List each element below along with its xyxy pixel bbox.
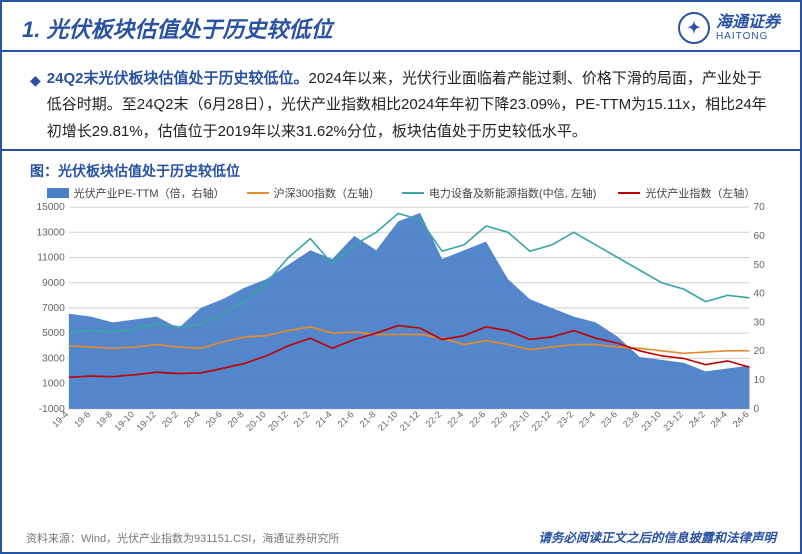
diamond-bullet-icon: ◆ (30, 68, 41, 145)
svg-text:22-12: 22-12 (530, 409, 554, 433)
source-note: 资料来源：Wind，光伏产业指数为931151.CSI，海通证券研究所 (26, 530, 339, 546)
svg-text:9000: 9000 (42, 278, 65, 289)
svg-text:15000: 15000 (36, 203, 65, 213)
svg-text:20-8: 20-8 (226, 409, 246, 429)
svg-text:20-6: 20-6 (204, 409, 224, 429)
svg-text:23-10: 23-10 (639, 409, 663, 433)
svg-text:50: 50 (754, 260, 766, 271)
body-paragraph: ◆ 24Q2末光伏板块估值处于历史较低位。2024年以来，光伏行业面临着产能过剩… (2, 52, 800, 151)
svg-text:22-6: 22-6 (467, 409, 487, 429)
slide-frame: 1. 光伏板块估值处于历史较低位 ✦ 海通证券 HAITONG ◆ 24Q2末光… (0, 0, 802, 554)
svg-text:30: 30 (754, 317, 766, 328)
haitong-logo-icon: ✦ (678, 12, 710, 44)
paragraph-text: 24Q2末光伏板块估值处于历史较低位。2024年以来，光伏行业面临着产能过剩、价… (47, 66, 772, 145)
legend-label: 沪深300指数（左轴） (274, 185, 380, 201)
svg-text:0: 0 (754, 404, 760, 415)
svg-text:24-2: 24-2 (687, 409, 707, 429)
svg-text:21-12: 21-12 (398, 409, 422, 433)
svg-text:22-8: 22-8 (489, 409, 509, 429)
svg-text:21-2: 21-2 (292, 409, 312, 429)
paragraph-lead: 24Q2末光伏板块估值处于历史较低位。 (47, 70, 309, 87)
brand-logo: ✦ 海通证券 HAITONG (678, 12, 780, 44)
chart-caption: 图：光伏板块估值处于历史较低位 (2, 151, 800, 185)
svg-text:5000: 5000 (42, 328, 65, 339)
svg-text:19-12: 19-12 (134, 409, 158, 433)
svg-text:3000: 3000 (42, 353, 65, 364)
svg-text:24-4: 24-4 (709, 409, 729, 429)
svg-text:22-10: 22-10 (508, 409, 532, 433)
svg-text:21-4: 21-4 (314, 409, 334, 429)
svg-text:21-6: 21-6 (336, 409, 356, 429)
legend-item: 光伏产业PE-TTM（倍，右轴） (47, 185, 225, 201)
svg-text:20-10: 20-10 (244, 409, 268, 433)
legend-label: 光伏产业PE-TTM（倍，右轴） (74, 185, 225, 201)
svg-text:20-2: 20-2 (160, 409, 180, 429)
svg-text:19-10: 19-10 (112, 409, 136, 433)
brand-text: 海通证券 HAITONG (716, 14, 780, 43)
svg-text:7000: 7000 (42, 303, 65, 314)
legend-swatch (247, 192, 269, 194)
legend-item: 沪深300指数（左轴） (247, 185, 380, 201)
legend-item: 光伏产业指数（左轴） (618, 185, 755, 201)
chart-legend: 光伏产业PE-TTM（倍，右轴） 沪深300指数（左轴） 电力设备及新能源指数(中信… (24, 185, 778, 201)
svg-text:21-10: 21-10 (376, 409, 400, 433)
brand-en: HAITONG (716, 31, 780, 42)
brand-cn: 海通证券 (716, 14, 780, 32)
svg-text:10: 10 (754, 375, 766, 386)
svg-text:22-4: 22-4 (445, 409, 465, 429)
svg-text:11000: 11000 (37, 252, 65, 263)
svg-text:20-4: 20-4 (182, 409, 202, 429)
svg-text:19-6: 19-6 (72, 409, 92, 429)
svg-text:13000: 13000 (36, 227, 65, 238)
svg-text:21-8: 21-8 (358, 409, 378, 429)
svg-text:23-6: 23-6 (599, 409, 619, 429)
svg-text:23-8: 23-8 (621, 409, 641, 429)
svg-text:23-2: 23-2 (555, 409, 575, 429)
disclaimer-text: 请务必阅读正文之后的信息披露和法律声明 (538, 527, 776, 546)
legend-label: 光伏产业指数（左轴） (645, 185, 755, 201)
page-title: 1. 光伏板块估值处于历史较低位 (22, 12, 678, 44)
svg-text:1000: 1000 (42, 378, 65, 389)
svg-text:24-6: 24-6 (731, 409, 751, 429)
svg-text:20: 20 (754, 346, 766, 357)
svg-text:22-2: 22-2 (423, 409, 443, 429)
legend-swatch (618, 192, 640, 194)
header: 1. 光伏板块估值处于历史较低位 ✦ 海通证券 HAITONG (2, 2, 800, 52)
svg-text:23-4: 23-4 (577, 409, 597, 429)
legend-swatch (47, 188, 69, 198)
legend-label: 电力设备及新能源指数(中信, 左轴) (429, 185, 596, 201)
svg-text:40: 40 (754, 288, 766, 299)
chart-container: 光伏产业PE-TTM（倍，右轴） 沪深300指数（左轴） 电力设备及新能源指数(中信… (2, 185, 800, 437)
svg-text:23-12: 23-12 (661, 409, 685, 433)
svg-text:60: 60 (754, 231, 766, 242)
svg-text:19-8: 19-8 (94, 409, 114, 429)
legend-item: 电力设备及新能源指数(中信, 左轴) (402, 185, 596, 201)
svg-text:20-12: 20-12 (266, 409, 290, 433)
valuation-chart: -100010003000500070009000110001300015000… (24, 203, 778, 437)
svg-text:70: 70 (754, 203, 766, 213)
legend-swatch (402, 192, 424, 194)
